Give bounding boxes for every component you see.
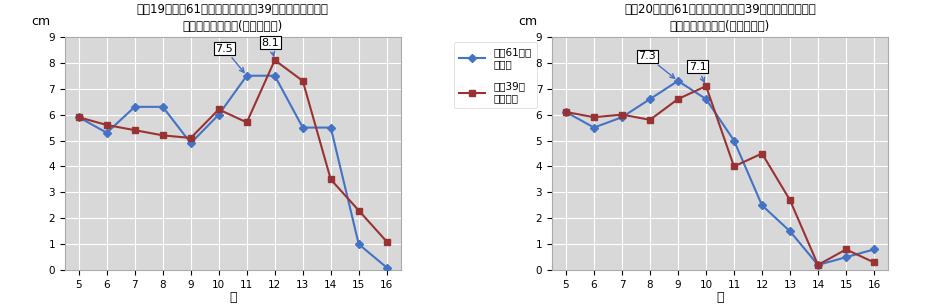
Title: （囱20）平成61年度生まれと昭和39年度生まれの者の
年間発育量の比較(身長・女子): （囱20）平成61年度生まれと昭和39年度生まれの者の 年間発育量の比較(身長・… <box>624 3 816 33</box>
Text: 8.1: 8.1 <box>262 37 279 56</box>
X-axis label: 歳: 歳 <box>716 291 723 304</box>
X-axis label: 歳: 歳 <box>229 291 237 304</box>
Title: （囱19）平成61年度生まれと昭和39年度生まれの者の
年間発育量の比較(身長・男子): （囱19）平成61年度生まれと昭和39年度生まれの者の 年間発育量の比較(身長・… <box>137 3 328 33</box>
Text: cm: cm <box>518 14 537 28</box>
Legend: 平成61年度
生まれ, 昭和39年
度生まれ: 平成61年度 生まれ, 昭和39年 度生まれ <box>453 42 536 108</box>
Text: cm: cm <box>31 14 50 28</box>
Text: 7.1: 7.1 <box>689 62 707 82</box>
Text: 7.5: 7.5 <box>216 44 244 72</box>
Text: 7.3: 7.3 <box>638 51 674 78</box>
